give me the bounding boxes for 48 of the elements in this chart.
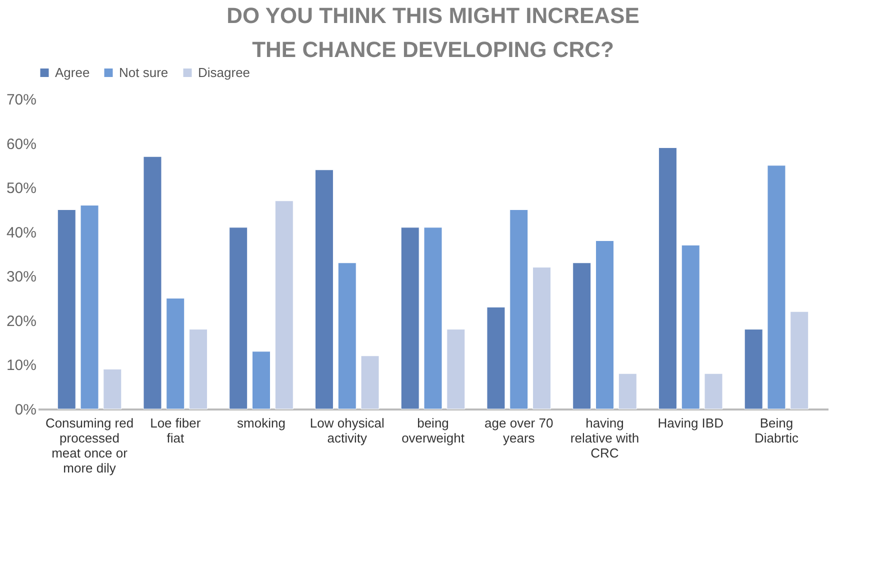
x-tick-label: having relative with CRC (570, 416, 640, 460)
y-tick-label: 40% (6, 224, 36, 242)
legend-label: Agree (55, 64, 90, 80)
bar (595, 240, 614, 410)
y-tick-label: 30% (6, 268, 36, 286)
bar (790, 311, 809, 410)
y-tick-label: 60% (6, 136, 36, 153)
bar (704, 373, 723, 410)
x-tick-label: age over 70 years (484, 416, 554, 446)
x-tick-label: smoking (237, 416, 286, 430)
bar (744, 329, 763, 410)
bar (658, 147, 677, 410)
chart-title: DO YOU THINK THIS MIGHT INCREASE THE CHANCE DEVELOPING CRC? (226, 3, 640, 62)
y-tick-label: 70% (6, 92, 36, 108)
bar (424, 227, 442, 410)
bar (189, 329, 208, 410)
bar (252, 351, 271, 410)
y-tick-label: 10% (6, 357, 36, 374)
bar (510, 209, 528, 410)
bar (572, 262, 592, 410)
bar (618, 373, 637, 410)
bar (360, 356, 380, 410)
bar (166, 298, 185, 410)
x-tick-label: Low ohysical activity (310, 416, 384, 446)
legend-label: Disagree (198, 64, 250, 80)
bar (314, 170, 334, 410)
y-tick-label: 0% (14, 402, 36, 418)
y-tick-label: 50% (6, 180, 36, 198)
x-tick-label: Being Diabrtic (754, 416, 800, 446)
bar (229, 227, 248, 410)
bar (400, 227, 420, 410)
bar (57, 209, 76, 410)
legend-label: Not sure (119, 64, 168, 80)
bar (274, 200, 294, 410)
y-tick-label: 20% (6, 312, 36, 330)
bar (143, 156, 162, 410)
bar (338, 262, 356, 410)
x-tick-label: Having IBD (658, 416, 724, 430)
bar (80, 205, 99, 410)
bar (767, 165, 786, 410)
bar (486, 306, 506, 410)
x-tick-label: Consuming red processed meat once or more dily (45, 416, 134, 476)
x-tick-label: Loe fiber fiat (150, 416, 202, 446)
bar (103, 368, 122, 410)
bar (532, 267, 552, 410)
x-tick-label: being overweight (402, 416, 465, 446)
bar (446, 329, 466, 410)
bar (681, 244, 700, 410)
